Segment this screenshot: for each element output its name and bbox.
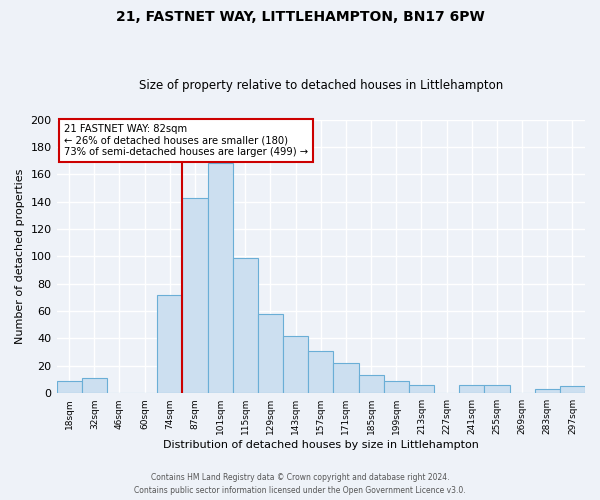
Text: 21 FASTNET WAY: 82sqm
← 26% of detached houses are smaller (180)
73% of semi-det: 21 FASTNET WAY: 82sqm ← 26% of detached … bbox=[64, 124, 308, 157]
Bar bbox=[157, 294, 182, 393]
Text: 21, FASTNET WAY, LITTLEHAMPTON, BN17 6PW: 21, FASTNET WAY, LITTLEHAMPTON, BN17 6PW bbox=[116, 10, 484, 24]
Bar bbox=[258, 314, 283, 393]
Bar bbox=[82, 378, 107, 393]
Bar bbox=[409, 385, 434, 393]
Bar bbox=[560, 386, 585, 393]
Bar bbox=[233, 258, 258, 393]
Y-axis label: Number of detached properties: Number of detached properties bbox=[15, 168, 25, 344]
Bar bbox=[208, 164, 233, 393]
Bar bbox=[359, 376, 383, 393]
Bar bbox=[334, 363, 359, 393]
Bar bbox=[308, 351, 334, 393]
Bar bbox=[484, 385, 509, 393]
Title: Size of property relative to detached houses in Littlehampton: Size of property relative to detached ho… bbox=[139, 79, 503, 92]
Bar bbox=[459, 385, 484, 393]
Bar bbox=[56, 381, 82, 393]
Bar bbox=[182, 198, 208, 393]
X-axis label: Distribution of detached houses by size in Littlehampton: Distribution of detached houses by size … bbox=[163, 440, 479, 450]
Bar bbox=[383, 381, 409, 393]
Text: Contains HM Land Registry data © Crown copyright and database right 2024.
Contai: Contains HM Land Registry data © Crown c… bbox=[134, 474, 466, 495]
Bar bbox=[283, 336, 308, 393]
Bar bbox=[535, 389, 560, 393]
